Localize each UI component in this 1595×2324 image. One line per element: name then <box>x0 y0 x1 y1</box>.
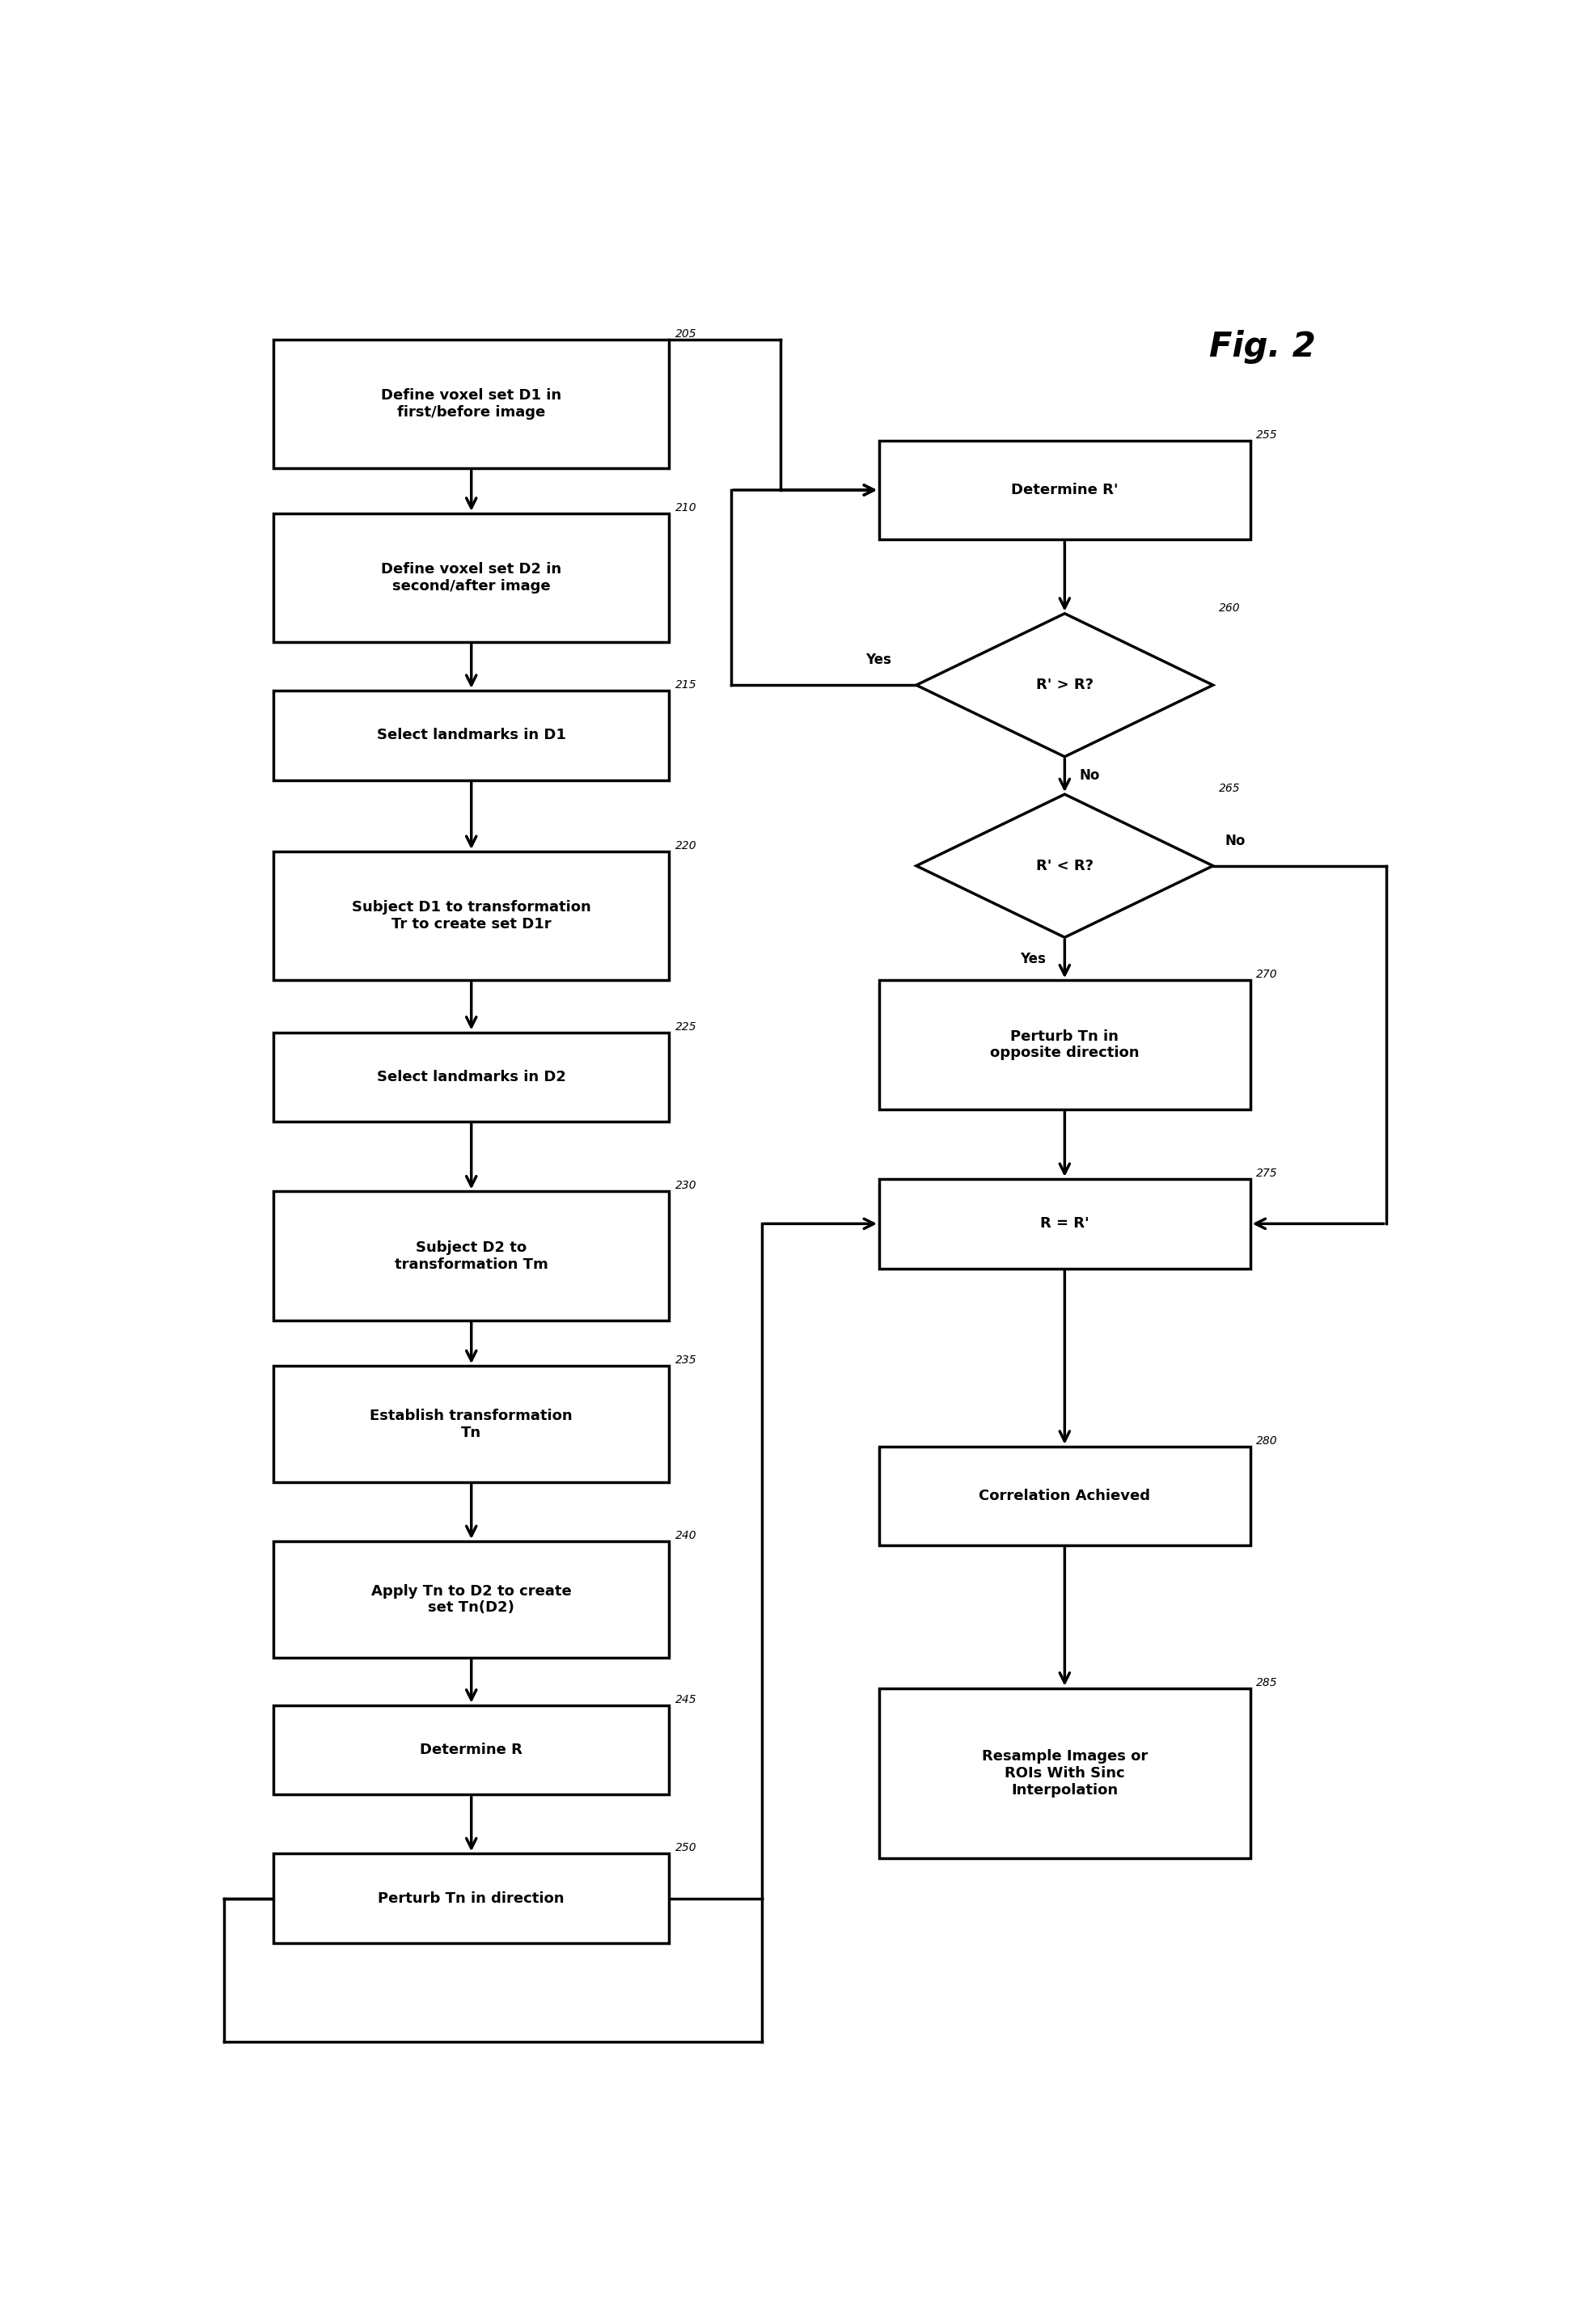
Text: No: No <box>1080 769 1101 783</box>
Text: Determine R: Determine R <box>419 1743 523 1757</box>
FancyBboxPatch shape <box>274 1032 670 1122</box>
Text: 225: 225 <box>675 1020 697 1032</box>
Text: Yes: Yes <box>1021 951 1046 967</box>
Text: 285: 285 <box>1257 1678 1278 1687</box>
FancyBboxPatch shape <box>274 1855 670 1943</box>
FancyBboxPatch shape <box>879 1178 1250 1269</box>
Text: No: No <box>1225 834 1246 848</box>
FancyBboxPatch shape <box>274 1367 670 1483</box>
Text: 250: 250 <box>675 1843 697 1855</box>
FancyBboxPatch shape <box>274 1706 670 1794</box>
FancyBboxPatch shape <box>879 1687 1250 1859</box>
Text: 235: 235 <box>675 1355 697 1367</box>
Text: Fig. 2: Fig. 2 <box>1209 330 1316 365</box>
Text: 270: 270 <box>1257 969 1278 981</box>
Text: Yes: Yes <box>866 653 892 667</box>
Text: Perturb Tn in direction: Perturb Tn in direction <box>378 1892 565 1906</box>
Text: Define voxel set D2 in
second/after image: Define voxel set D2 in second/after imag… <box>381 562 561 593</box>
Polygon shape <box>916 614 1212 758</box>
Text: 245: 245 <box>675 1694 697 1706</box>
Text: Apply Tn to D2 to create
set Tn(D2): Apply Tn to D2 to create set Tn(D2) <box>372 1585 571 1615</box>
Text: 230: 230 <box>675 1181 697 1192</box>
FancyBboxPatch shape <box>879 981 1250 1109</box>
Text: 265: 265 <box>1219 783 1241 795</box>
FancyBboxPatch shape <box>274 851 670 981</box>
FancyBboxPatch shape <box>274 1541 670 1657</box>
Text: Establish transformation
Tn: Establish transformation Tn <box>370 1408 573 1441</box>
Text: Perturb Tn in
opposite direction: Perturb Tn in opposite direction <box>990 1030 1139 1060</box>
Text: 220: 220 <box>675 841 697 851</box>
Text: R' < R?: R' < R? <box>1035 858 1094 874</box>
Text: 210: 210 <box>675 502 697 514</box>
Text: Determine R': Determine R' <box>1011 483 1118 497</box>
Text: 280: 280 <box>1257 1436 1278 1446</box>
Text: 240: 240 <box>675 1529 697 1541</box>
Text: 275: 275 <box>1257 1167 1278 1178</box>
FancyBboxPatch shape <box>274 514 670 641</box>
Text: 260: 260 <box>1219 602 1241 614</box>
Text: Define voxel set D1 in
first/before image: Define voxel set D1 in first/before imag… <box>381 388 561 421</box>
FancyBboxPatch shape <box>274 690 670 781</box>
Polygon shape <box>916 795 1212 937</box>
FancyBboxPatch shape <box>879 1446 1250 1545</box>
Text: 255: 255 <box>1257 430 1278 442</box>
FancyBboxPatch shape <box>274 1192 670 1320</box>
FancyBboxPatch shape <box>274 339 670 469</box>
Text: Subject D2 to
transformation Tm: Subject D2 to transformation Tm <box>394 1241 549 1271</box>
Text: R' > R?: R' > R? <box>1035 679 1094 693</box>
Text: Correlation Achieved: Correlation Achieved <box>979 1487 1150 1504</box>
Text: R = R': R = R' <box>1040 1215 1089 1232</box>
Text: Select landmarks in D1: Select landmarks in D1 <box>376 727 566 741</box>
Text: Resample Images or
ROIs With Sinc
Interpolation: Resample Images or ROIs With Sinc Interp… <box>981 1750 1148 1796</box>
Text: 215: 215 <box>675 679 697 690</box>
Text: 205: 205 <box>675 328 697 339</box>
Text: Subject D1 to transformation
Tr to create set D1r: Subject D1 to transformation Tr to creat… <box>352 899 590 932</box>
FancyBboxPatch shape <box>879 442 1250 539</box>
Text: Select landmarks in D2: Select landmarks in D2 <box>376 1069 566 1085</box>
